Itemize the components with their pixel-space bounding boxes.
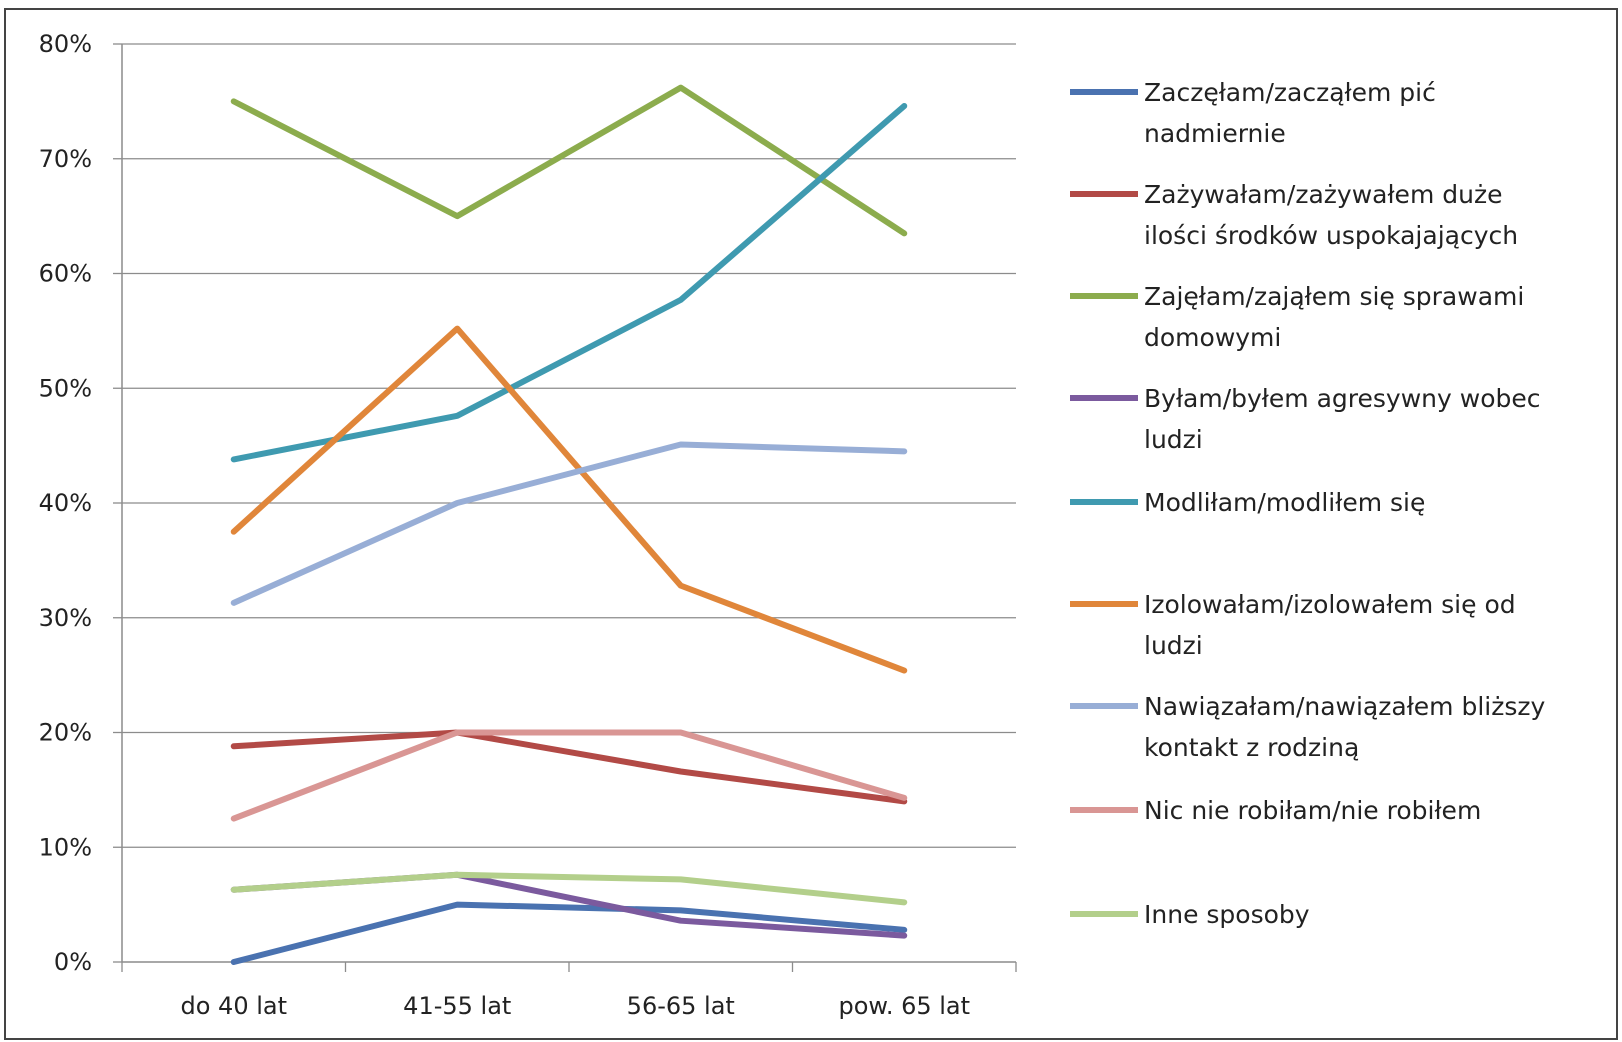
x-tick-label: 41-55 lat (403, 992, 511, 1020)
legend-entry: Byłam/byłem agresywny wobec ludzi (1070, 384, 1540, 454)
series-line (230, 729, 908, 805)
series-line (230, 901, 908, 965)
legend-label: ilości środków uspokajających (1144, 221, 1518, 250)
series-line (230, 441, 908, 606)
y-tick-label: 0% (54, 948, 92, 976)
y-tick-label: 40% (39, 489, 92, 517)
series-line (230, 325, 908, 674)
y-tick-label: 50% (39, 374, 92, 402)
legend-label: nadmiernie (1144, 119, 1286, 148)
series-line (230, 729, 908, 822)
legend-entry: Modliłam/modliłem się (1070, 488, 1425, 517)
chart-frame (4, 8, 1618, 1040)
y-tick-label: 80% (39, 30, 92, 58)
series-line (230, 84, 908, 237)
series-line (230, 871, 908, 906)
legend-entry: Inne sposoby (1070, 900, 1310, 929)
legend-label: Zajęłam/zająłem się sprawami (1144, 282, 1524, 311)
gridlines (122, 43, 1016, 848)
y-tick-label: 30% (39, 604, 92, 632)
y-tick-label: 20% (39, 719, 92, 747)
x-tick-label: do 40 lat (181, 992, 288, 1020)
legend-label: Inne sposoby (1144, 900, 1310, 929)
legend: Zaczęłam/zacząłem pić nadmiernie Zażywałam… (1070, 78, 1546, 929)
x-tick-label: 56-65 lat (627, 992, 735, 1020)
legend-label: kontakt z rodziną (1144, 733, 1359, 762)
legend-entry: Nic nie robiłam/nie robiłem (1070, 796, 1481, 825)
series-lines (230, 84, 908, 965)
y-tick-label: 70% (39, 145, 92, 173)
legend-entry: Zajęłam/zająłem się sprawami domowymi (1070, 282, 1524, 352)
legend-entry: Nawiązałam/nawiązałem bliższy kontakt z r… (1070, 692, 1546, 762)
legend-entry: Zażywałam/zażywałem duże ilości środków u… (1070, 180, 1518, 250)
y-tick-label: 10% (39, 833, 92, 861)
legend-label: Byłam/byłem agresywny wobec (1144, 384, 1540, 413)
legend-label: Zażywałam/zażywałem duże (1144, 180, 1502, 209)
legend-entry: Izolowałam/izolowałem się od ludzi (1070, 590, 1516, 660)
legend-label: Modliłam/modliłem się (1144, 488, 1425, 517)
axes: 0% 10% 20% 30% 40% 50% 60% 70% 80% do 40 lat 41-55… (39, 30, 1017, 1020)
series-line (230, 102, 908, 463)
legend-entry: Zaczęłam/zacząłem pić nadmiernie (1070, 78, 1436, 148)
legend-label: ludzi (1144, 631, 1203, 660)
legend-label: Zaczęłam/zacząłem pić (1144, 78, 1436, 107)
x-tick-label: pow. 65 lat (838, 992, 970, 1020)
legend-label: Nic nie robiłam/nie robiłem (1144, 796, 1481, 825)
legend-label: domowymi (1144, 323, 1281, 352)
y-tick-label: 60% (39, 260, 92, 288)
legend-label: Nawiązałam/nawiązałem bliższy (1144, 692, 1546, 721)
legend-label: ludzi (1144, 425, 1203, 454)
legend-label: Izolowałam/izolowałem się od (1144, 590, 1516, 619)
